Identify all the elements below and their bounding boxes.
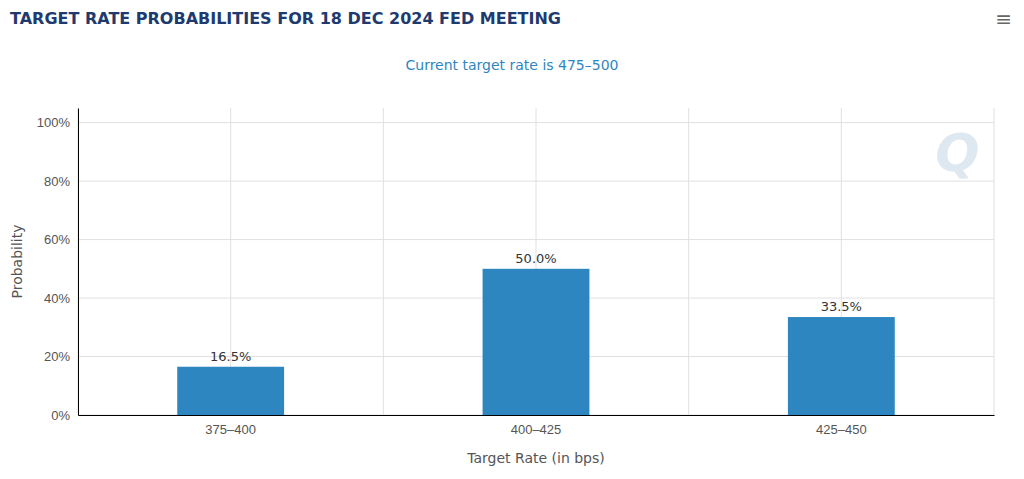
x-tick: 400–425 (511, 415, 562, 437)
x-tick-label: 375–400 (205, 422, 256, 437)
x-tick-label: 400–425 (511, 422, 562, 437)
data-label: 33.5% (821, 299, 862, 314)
y-tick: 20% (44, 349, 78, 364)
bars (177, 269, 895, 415)
bar (483, 269, 590, 415)
grid-line-separator (994, 108, 995, 415)
y-axis-title: Probability (9, 224, 25, 298)
y-tick-label: 80% (44, 174, 70, 189)
grid-line-separator (383, 108, 384, 415)
y-tick-label: 40% (44, 291, 70, 306)
y-tick: 100% (37, 115, 78, 130)
watermark: Q (935, 123, 979, 183)
y-tick: 60% (44, 232, 78, 247)
y-tick-label: 0% (51, 408, 70, 423)
x-axis: 375–400 400–425 425–450 (79, 415, 995, 437)
x-axis-title: Target Rate (in bps) (466, 450, 605, 466)
y-axis-line (78, 109, 79, 416)
x-axis-line (79, 415, 995, 416)
x-tick: 375–400 (205, 415, 256, 437)
menu-icon: ≡ (995, 7, 1012, 31)
plot: Q 16.5% 50.0% 33.5% 375–400 400–425 425–450 0% 2… (9, 108, 995, 466)
subtitle: Current target rate is 475–500 (405, 57, 618, 73)
x-tick-label: 425–450 (816, 422, 867, 437)
y-tick-label: 20% (44, 349, 70, 364)
chart-container: Q 16.5% 50.0% 33.5% 375–400 400–425 425–450 0% 2… (0, 0, 1024, 479)
grid (78, 108, 994, 415)
data-label: 16.5% (210, 349, 251, 364)
y-tick: 40% (44, 291, 78, 306)
y-tick-label: 100% (37, 115, 71, 130)
data-labels: 16.5% 50.0% 33.5% (210, 251, 862, 364)
title: TARGET RATE PROBABILITIES FOR 18 DEC 202… (10, 9, 561, 28)
chart-svg: Q 16.5% 50.0% 33.5% 375–400 400–425 425–450 0% 2… (0, 0, 1024, 479)
x-tick: 425–450 (816, 415, 867, 437)
grid-line-separator (78, 108, 79, 415)
y-tick: 80% (44, 174, 78, 189)
y-tick-label: 60% (44, 232, 70, 247)
data-label: 50.0% (515, 251, 556, 266)
y-tick: 0% (51, 408, 78, 423)
bar (788, 317, 895, 415)
grid-line-separator (688, 108, 689, 415)
bar (177, 367, 284, 415)
y-axis: 0% 20% 40% 60% 80% 100% (37, 109, 79, 423)
